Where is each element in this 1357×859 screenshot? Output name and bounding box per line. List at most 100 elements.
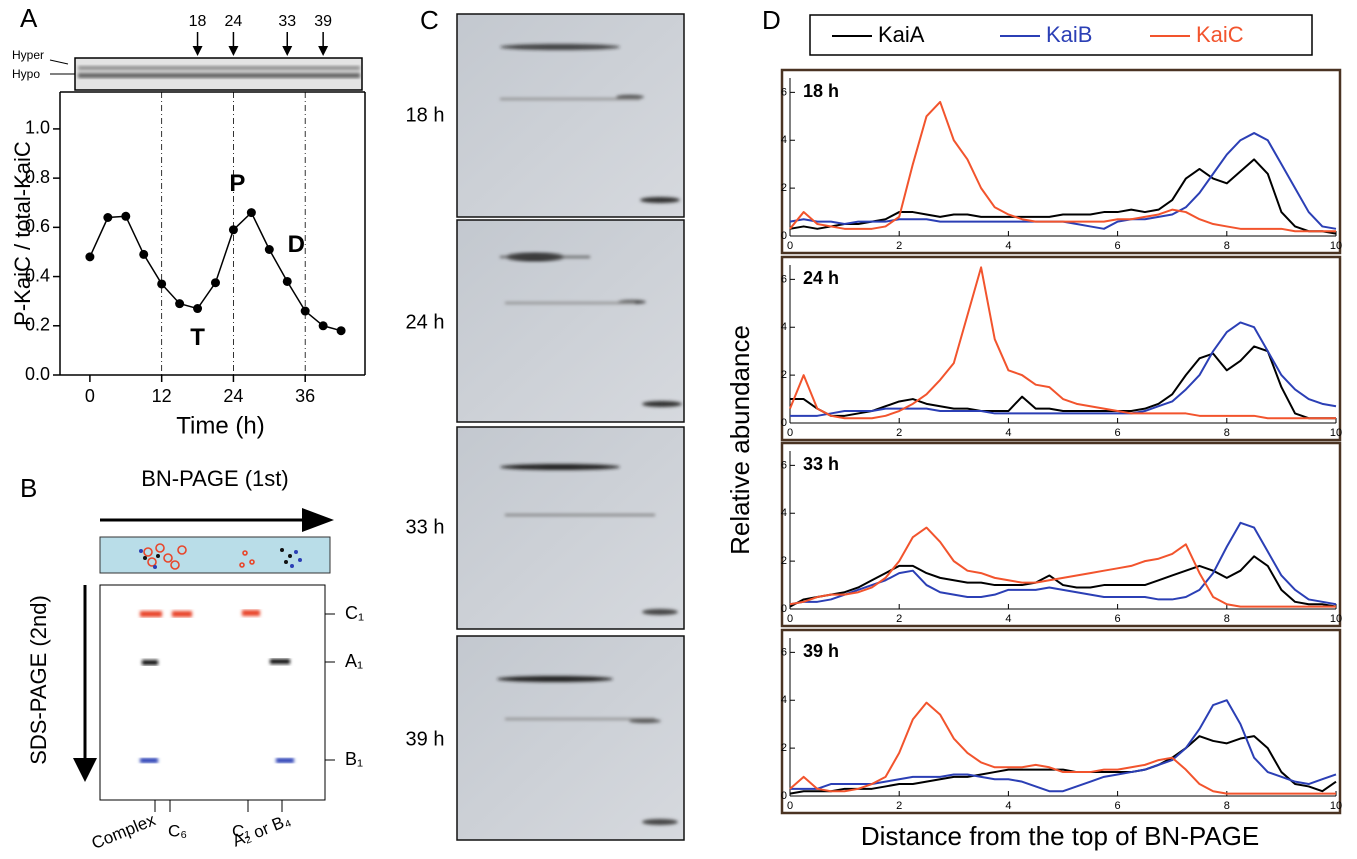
annotation: P [229,170,245,197]
y-tick-label: 2 [781,369,787,381]
x-tick-label: 2 [896,427,902,439]
panel-label: C [420,5,439,35]
panel-title: 33 h [803,454,839,474]
x-tick-label: 10 [1330,240,1342,252]
arrow-label: 24 [225,13,243,30]
y-tick-label: 6 [781,459,787,471]
legend-box [809,14,1313,56]
diagram-title: BN-PAGE (1st) [141,466,289,491]
y-tick-label: 1.0 [25,118,50,138]
data-line [789,555,1337,608]
data-point [228,225,238,235]
y-tick-label: 4 [781,507,787,519]
x-tick-label: 6 [1115,800,1121,812]
y-tick-label: 0 [781,230,787,242]
data-point [175,299,185,309]
data-point [336,326,346,336]
annotation: T [190,324,205,351]
x-tick-label: 0 [787,613,793,625]
x-tick-label: 6 [1115,240,1121,252]
data-point [246,208,256,218]
data-point [121,211,131,221]
x-tick-label: 10 [1330,613,1342,625]
x-tick-label: 8 [1224,240,1230,252]
lane-label: 33 h [406,516,445,538]
x-tick-label: 4 [1005,613,1011,625]
data-line [789,100,1336,233]
gel-strip [49,57,363,91]
gel-label: Hyper [12,48,44,62]
data-point [139,249,149,259]
arrow-label: 18 [189,13,207,30]
y-tick-label: 2 [781,742,787,754]
x-tick-label: 6 [1115,427,1121,439]
data-line [790,321,1337,417]
data-point [85,252,95,262]
y-tick-label: 0 [781,790,787,802]
panel-label: A [20,3,38,33]
data-point [103,213,113,223]
y-tick-label: 2 [781,182,787,194]
x-tick-label: 10 [1330,800,1342,812]
x-tick-label: 36 [295,386,315,406]
data-point [193,304,203,314]
lane-label: 24 h [406,311,445,333]
data-point [264,244,274,254]
y-tick-label: 0.8 [25,167,50,187]
y-tick-label: 0.2 [25,315,50,335]
row-label: C₁ [345,603,364,623]
lane-label: 18 h [406,104,445,126]
x-axis-label: Distance from the top of BN-PAGE [861,821,1259,851]
x-tick-label: 8 [1224,427,1230,439]
x-tick-label: 6 [1115,613,1121,625]
x-tick-label: 4 [1005,240,1011,252]
data-line [790,699,1337,793]
y-tick-label: 6 [781,646,787,658]
x-tick-label: 0 [787,427,793,439]
data-line [789,158,1337,235]
x-tick-label: 0 [787,800,793,812]
y-axis-label: Relative abundance [725,325,755,555]
panel-title: 39 h [803,641,839,661]
x-tick-label: 24 [223,386,243,406]
data-line [790,345,1336,420]
column-label: Complex [89,810,159,853]
x-tick-label: 4 [1005,800,1011,812]
legend-label: KaiA [878,22,925,47]
row-label: A₁ [345,651,363,671]
gel-images [456,13,685,841]
data-point [282,276,292,286]
panel-title: 18 h [803,81,839,101]
arrow-label: 33 [278,13,296,30]
data-point [318,321,328,331]
y-tick-label: 0.6 [25,216,50,236]
x-tick-label: 10 [1330,427,1342,439]
data-point [210,278,220,288]
arrow-head [318,46,329,56]
column-label: A₂ or B₄ [230,810,294,850]
y-tick-label: 0.0 [25,364,50,384]
diagram-side-label: SDS-PAGE (2nd) [26,595,51,765]
annotation: D [288,231,305,258]
arrow-head [282,46,293,56]
data-line [789,526,1336,608]
row-label: B₁ [345,749,363,769]
x-tick-label: 12 [152,386,172,406]
y-tick-label: 4 [781,694,787,706]
y-tick-label: 0.4 [25,265,50,285]
x-tick-label: 0 [85,386,95,406]
y-tick-label: 4 [781,321,787,333]
x-tick-label: 2 [896,613,902,625]
lane-label: 39 h [406,728,445,750]
data-line [789,701,1336,795]
y-axis-label: P-KaiC / total-KaiC [10,141,35,326]
arrow-head [192,46,203,56]
data-point [157,279,167,289]
panel-label: B [20,473,37,503]
panel-label: D [762,5,781,35]
y-tick-label: 0 [781,417,787,429]
x-tick-label: 2 [896,240,902,252]
x-tick-label: 2 [896,800,902,812]
x-tick-label: 4 [1005,427,1011,439]
